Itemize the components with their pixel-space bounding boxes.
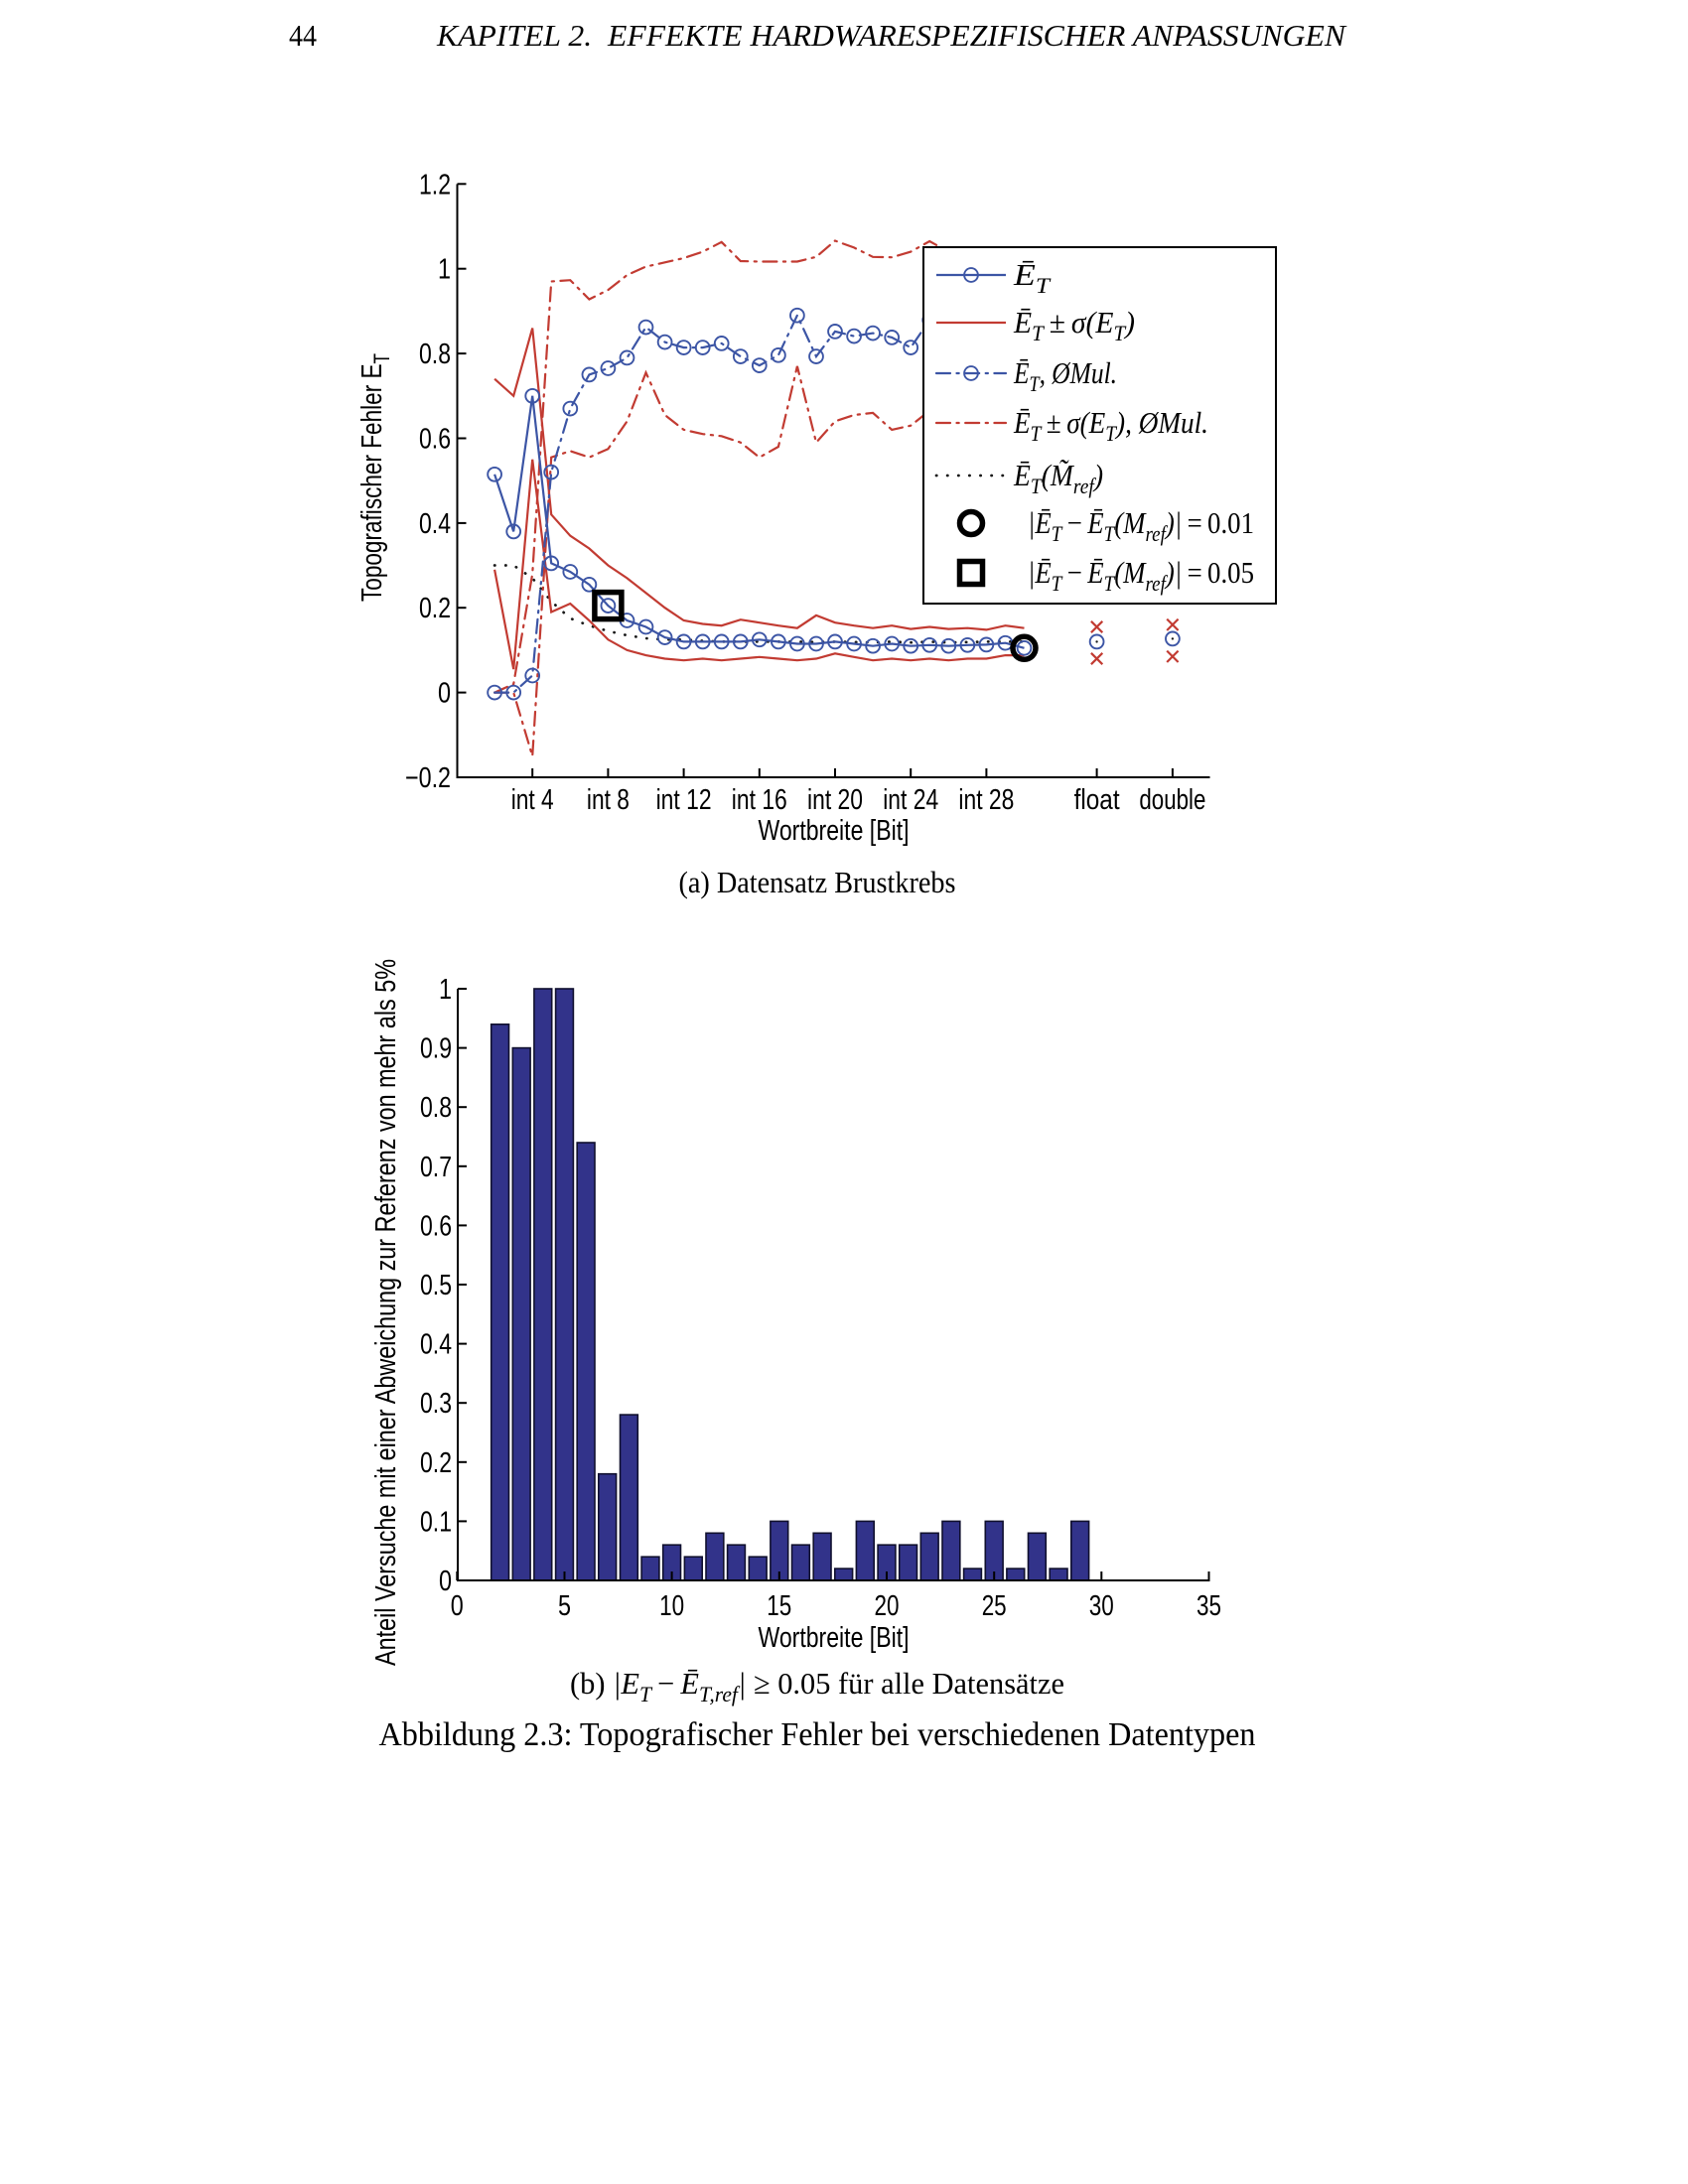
- svg-text:int 8: int 8: [587, 784, 630, 816]
- svg-text:0.2: 0.2: [419, 593, 451, 624]
- svg-text:KAPITEL 2. EFFEKTE HARDWARESP: KAPITEL 2. EFFEKTE HARDWARESPEZIFISCHER …: [436, 18, 1347, 53]
- svg-text:0.3: 0.3: [420, 1388, 452, 1420]
- svg-text:|ĒT − ĒT(Mref)| = 0.05: |ĒT − ĒT(Mref)| = 0.05: [1028, 555, 1254, 596]
- svg-text:0.2: 0.2: [420, 1447, 452, 1479]
- svg-text:30: 30: [1089, 1590, 1114, 1622]
- svg-text:int 4: int 4: [511, 784, 554, 816]
- svg-text:int 20: int 20: [807, 784, 863, 816]
- svg-text:15: 15: [767, 1590, 791, 1622]
- svg-text:0: 0: [438, 678, 451, 710]
- svg-text:1: 1: [439, 974, 452, 1006]
- svg-text:0.6: 0.6: [420, 1210, 452, 1242]
- svg-text:float: float: [1074, 784, 1120, 816]
- svg-text:int 28: int 28: [958, 784, 1014, 816]
- svg-text:0: 0: [451, 1590, 464, 1622]
- svg-text:int 12: int 12: [656, 784, 712, 816]
- svg-text:25: 25: [982, 1590, 1007, 1622]
- svg-text:−0.2: −0.2: [405, 762, 451, 794]
- svg-text:double: double: [1139, 784, 1205, 816]
- svg-text:ĒT, ØMul.: ĒT, ØMul.: [1013, 355, 1117, 396]
- svg-text:Anteil Versuche mit einer Abwe: Anteil Versuche mit einer Abweichung zur…: [370, 959, 402, 1666]
- svg-text:(b) |ET − ĒT,ref| ≥ 0.05 für a: (b) |ET − ĒT,ref| ≥ 0.05 für alle Datens…: [570, 1666, 1064, 1706]
- svg-text:0.4: 0.4: [419, 508, 451, 540]
- svg-text:44: 44: [289, 18, 317, 53]
- svg-text:int 24: int 24: [883, 784, 938, 816]
- svg-text:5: 5: [558, 1590, 571, 1622]
- svg-text:0.9: 0.9: [420, 1033, 452, 1065]
- svg-text:0.7: 0.7: [420, 1152, 452, 1183]
- svg-text:Wortbreite [Bit]: Wortbreite [Bit]: [759, 815, 910, 847]
- svg-text:|ĒT − ĒT(Mref)| = 0.01: |ĒT − ĒT(Mref)| = 0.01: [1028, 505, 1254, 546]
- svg-text:0.8: 0.8: [420, 1092, 452, 1124]
- svg-text:0.4: 0.4: [420, 1329, 452, 1361]
- svg-text:Abbildung 2.3: Topografischer: Abbildung 2.3: Topografischer Fehler bei…: [379, 1716, 1256, 1753]
- svg-text:Wortbreite [Bit]: Wortbreite [Bit]: [759, 1622, 910, 1654]
- svg-text:Topografischer Fehler ET: Topografischer Fehler ET: [356, 353, 394, 602]
- svg-text:1: 1: [438, 254, 451, 286]
- svg-text:0.8: 0.8: [419, 339, 451, 370]
- svg-text:0.1: 0.1: [420, 1506, 452, 1538]
- svg-text:10: 10: [659, 1590, 684, 1622]
- svg-text:0: 0: [439, 1566, 452, 1597]
- svg-text:0.5: 0.5: [420, 1270, 452, 1301]
- svg-text:20: 20: [875, 1590, 900, 1622]
- svg-text:1.2: 1.2: [419, 169, 451, 201]
- svg-text:(a) Datensatz Brustkrebs: (a) Datensatz Brustkrebs: [679, 865, 956, 899]
- svg-text:0.6: 0.6: [419, 424, 451, 456]
- svg-text:int 16: int 16: [732, 784, 787, 816]
- svg-text:35: 35: [1196, 1590, 1221, 1622]
